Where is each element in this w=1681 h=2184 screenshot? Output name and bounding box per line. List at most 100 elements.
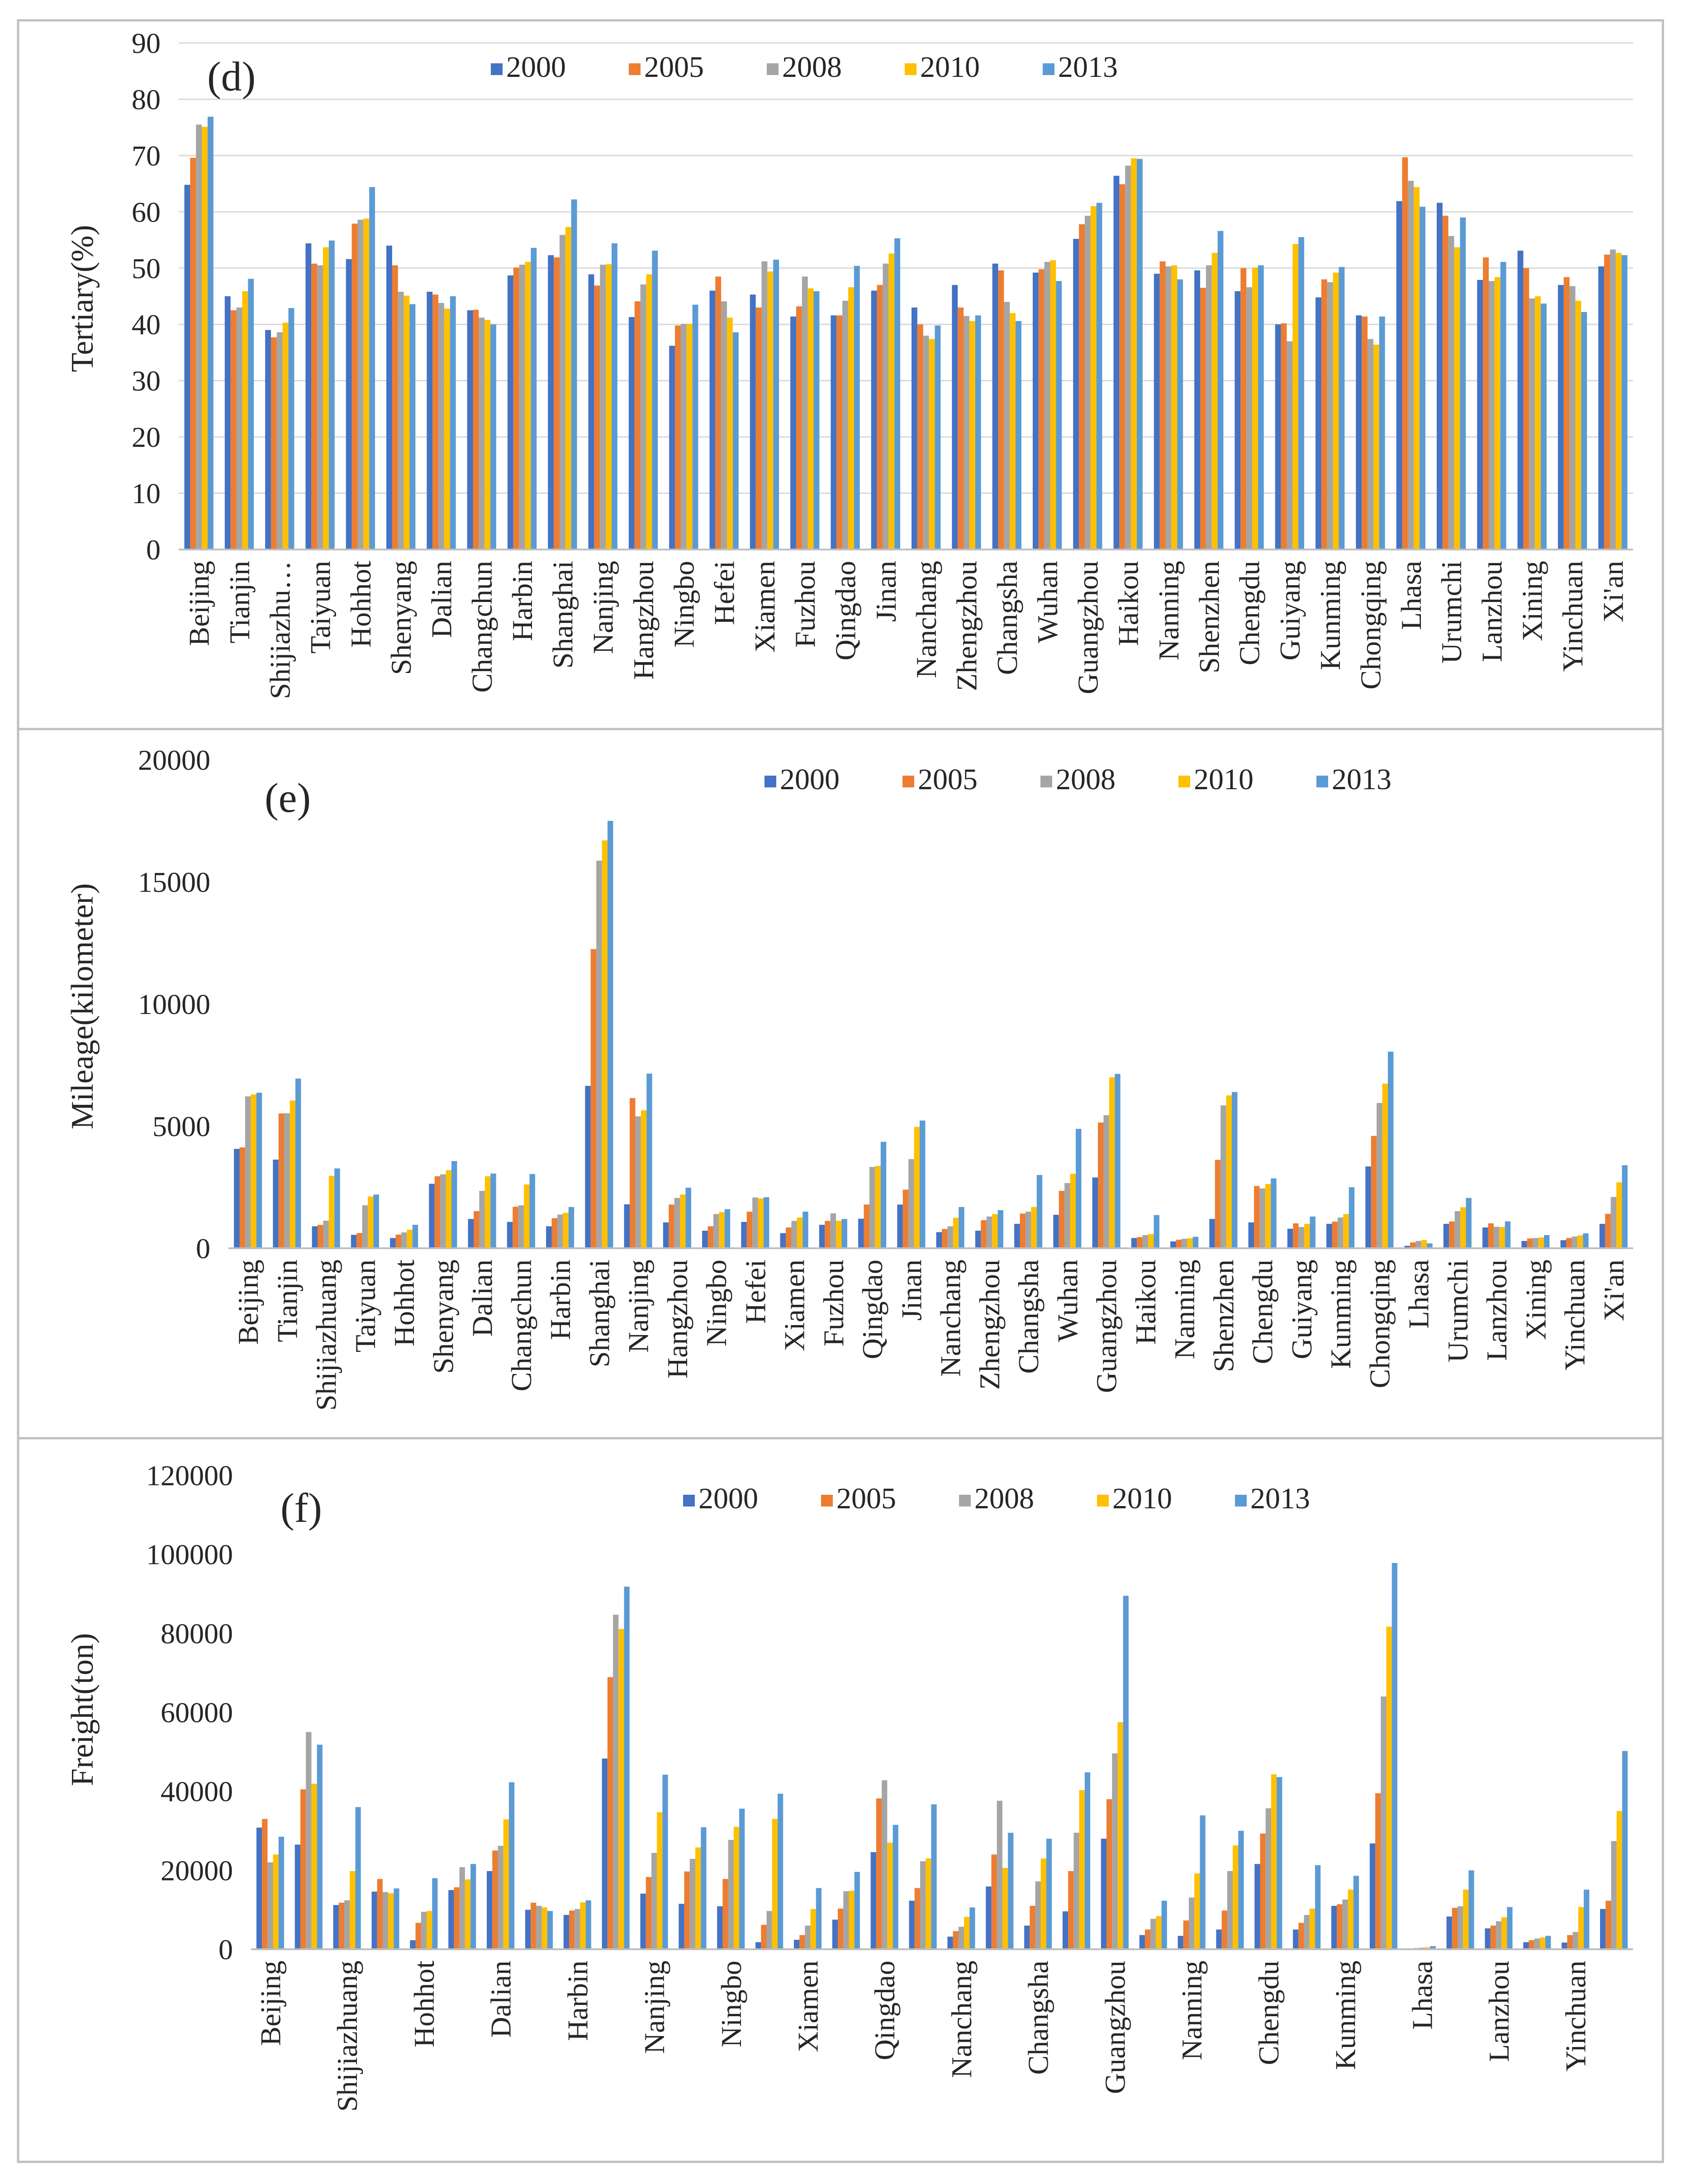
chart-e-bar-chengdu-2010 <box>1265 1184 1271 1248</box>
chart-f-bar-kunming-2000 <box>1331 1905 1337 1949</box>
chart-e-bar-lhasa-2010 <box>1421 1240 1427 1248</box>
chart-e-bar-nanjing-2000 <box>624 1204 630 1248</box>
chart-e-bar-kunming-2008 <box>1337 1217 1344 1248</box>
chart-e-bar-nanning-2010 <box>1187 1238 1193 1248</box>
chart-e-y-tick-label: 15000 <box>138 866 210 898</box>
chart-e-bar-changchun-2010 <box>524 1184 530 1248</box>
chart-e-bar-ningbo-2005 <box>708 1226 713 1248</box>
chart-e-bar-hangzhou-2000 <box>663 1222 669 1248</box>
chart-d-bar-zhengzhou-2005 <box>958 307 964 550</box>
chart-f-bar-guangzhou-2005 <box>1106 1799 1112 1949</box>
chart-f-bar-haikou-2010 <box>1156 1916 1162 1949</box>
chart-d-bar-wuhan-2005 <box>1038 269 1045 550</box>
chart-d-x-tick-label: Nanchang <box>910 561 942 678</box>
chart-f-bar-taiyuan-2000 <box>371 1891 377 1949</box>
chart-e-bar-yinchuan-2000 <box>1560 1240 1566 1248</box>
chart-e-bar-harbin-2013 <box>568 1207 575 1248</box>
chart-f-bar-jinan-2013 <box>931 1804 937 1949</box>
chart-f-bar-haikou-2005 <box>1144 1929 1151 1949</box>
chart-d-bar-jinan-2013 <box>894 238 900 550</box>
chart-d-panel-label: (d) <box>207 53 256 99</box>
chart-f-bar-chengdu-2008 <box>1265 1808 1271 1949</box>
chart-f-bar-urumchi-2008 <box>1458 1906 1463 1949</box>
chart-d-legend-label-2008: 2008 <box>782 51 842 84</box>
chart-e-bar-yinchuan-2005 <box>1566 1238 1572 1248</box>
chart-e-x-tick-label: Urumchi <box>1442 1260 1474 1363</box>
chart-f-bar-harbin-2008 <box>575 1909 580 1949</box>
chart-d-bar-guangzhou-2013 <box>1096 203 1102 550</box>
chart-f-bar-xining-2013 <box>1545 1936 1551 1949</box>
chart-f-bar-ningbo-2000 <box>717 1906 723 1949</box>
chart-e-bar-kunming-2000 <box>1326 1224 1332 1248</box>
chart-e-x-tick-label: Kunming <box>1325 1260 1357 1369</box>
chart-d-x-tick-label: Shenyang <box>385 561 417 675</box>
chart-f-bar-chongqing-2000 <box>1369 1843 1376 1949</box>
chart-f-bar-shanghai-2010 <box>618 1629 624 1949</box>
chart-e-bar-guiyang-2010 <box>1304 1224 1310 1248</box>
chart-e-bar-qingdao-2000 <box>858 1218 864 1248</box>
chart-e-bar-guiyang-2013 <box>1310 1216 1315 1248</box>
chart-d-y-tick-label: 40 <box>132 308 161 341</box>
chart-e-bar-yinchuan-2008 <box>1572 1236 1577 1248</box>
chart-e-legend-swatch-2000 <box>765 776 776 787</box>
chart-d-bar-shenzhen-2010 <box>1211 253 1218 550</box>
chart-d-legend-swatch-2008 <box>767 63 779 75</box>
chart-f-bar-taiyuan-2008 <box>382 1892 389 1949</box>
chart-f-bar-qingdao-2005 <box>876 1798 882 1949</box>
chart-e-bar-harbin-2010 <box>563 1213 569 1248</box>
chart-d-x-tick-label: Fuzhou <box>789 561 821 648</box>
chart-d-bar-hohhot-2005 <box>351 223 358 550</box>
chart-e-bar-chongqing-2000 <box>1365 1166 1371 1248</box>
chart-f-bar-xian-2005 <box>1605 1900 1611 1949</box>
chart-e-bar-kunming-2010 <box>1343 1214 1349 1248</box>
chart-f-bar-shanghai-2008 <box>613 1615 619 1949</box>
chart-d-bar-changchun-2008 <box>479 317 485 550</box>
chart-e-bar-hangzhou-2010 <box>680 1194 686 1248</box>
chart-d-x-tick-label: Changchun <box>466 561 498 693</box>
chart-f-bar-wuhan-2000 <box>1062 1911 1068 1949</box>
chart-f-y-axis-label: Freight(ton) <box>65 1633 100 1786</box>
chart-f-bar-nanjing-2000 <box>640 1893 646 1949</box>
chart-f-bar-guangzhou-2008 <box>1112 1753 1118 1949</box>
chart-e-x-tick-label: Harbin <box>544 1260 576 1340</box>
chart-e-bar-shijiazhuang-2005 <box>318 1225 323 1248</box>
chart-d-bar-nanchang-2008 <box>923 336 929 550</box>
chart-d-bar-shenyang-2005 <box>392 265 398 550</box>
chart-d-bar-shijiazhu-2010 <box>282 322 289 550</box>
chart-d-bar-dalian-2005 <box>432 294 439 550</box>
chart-f-bars <box>256 1563 1628 1949</box>
chart-d-bar-zhengzhou-2000 <box>952 285 958 550</box>
chart-e-y-axis-label: Mileage(kilometer) <box>65 883 100 1129</box>
chart-f-bar-xining-2010 <box>1539 1937 1546 1949</box>
chart-e-bar-taiyuan-2010 <box>368 1196 374 1248</box>
chart-d-bar-tianjin-2005 <box>230 310 237 550</box>
chart-f-bar-shenzhen-2013 <box>1238 1831 1244 1949</box>
chart-e-x-tick-label: Taiyuan <box>349 1260 381 1352</box>
chart-e-bar-guiyang-2005 <box>1293 1223 1299 1248</box>
chart-e-x-tick-label: Chongqing <box>1363 1260 1396 1388</box>
chart-f-frame <box>17 1437 1664 2163</box>
chart-e-bar-shenzhen-2013 <box>1232 1092 1238 1248</box>
chart-d-bar-shenzhen-2000 <box>1194 270 1200 550</box>
chart-e-bar-urumchi-2008 <box>1454 1211 1461 1248</box>
chart-f-bar-kunming-2013 <box>1353 1876 1359 1949</box>
chart-f-bar-zhengzhou-2013 <box>1008 1833 1014 1949</box>
chart-e-bar-shijiazhuang-2013 <box>334 1168 340 1248</box>
chart-e-bar-yinchuan-2010 <box>1577 1235 1583 1248</box>
chart-f-y-tick-labels: 0 20000 40000 60000 80000 100000 120000 <box>146 1459 233 1966</box>
chart-d-bar-xian-2000 <box>1598 266 1605 550</box>
chart-d-bar-xiamen-2000 <box>750 294 756 550</box>
chart-e-bar-xining-2010 <box>1538 1237 1544 1248</box>
chart-f-bar-haikou-2008 <box>1150 1919 1156 1949</box>
chart-d-bar-hohhot-2010 <box>363 218 370 550</box>
chart-f-bar-xiamen-2000 <box>793 1940 800 1949</box>
chart-e-bar-shanghai-2010 <box>602 840 608 1248</box>
chart-f-bar-nanchang-2005 <box>953 1931 959 1949</box>
chart-f-bar-chengdu-2005 <box>1260 1833 1266 1949</box>
chart-f-legend-label-2013: 2013 <box>1250 1482 1310 1515</box>
chart-e-bar-shenyang-2005 <box>434 1176 441 1248</box>
chart-d-bar-ningbo-2008 <box>680 323 687 550</box>
chart-d-bar-xining-2000 <box>1517 251 1524 550</box>
chart-e-bar-xian-2010 <box>1616 1182 1622 1248</box>
chart-d-bar-hangzhou-2005 <box>634 301 641 550</box>
